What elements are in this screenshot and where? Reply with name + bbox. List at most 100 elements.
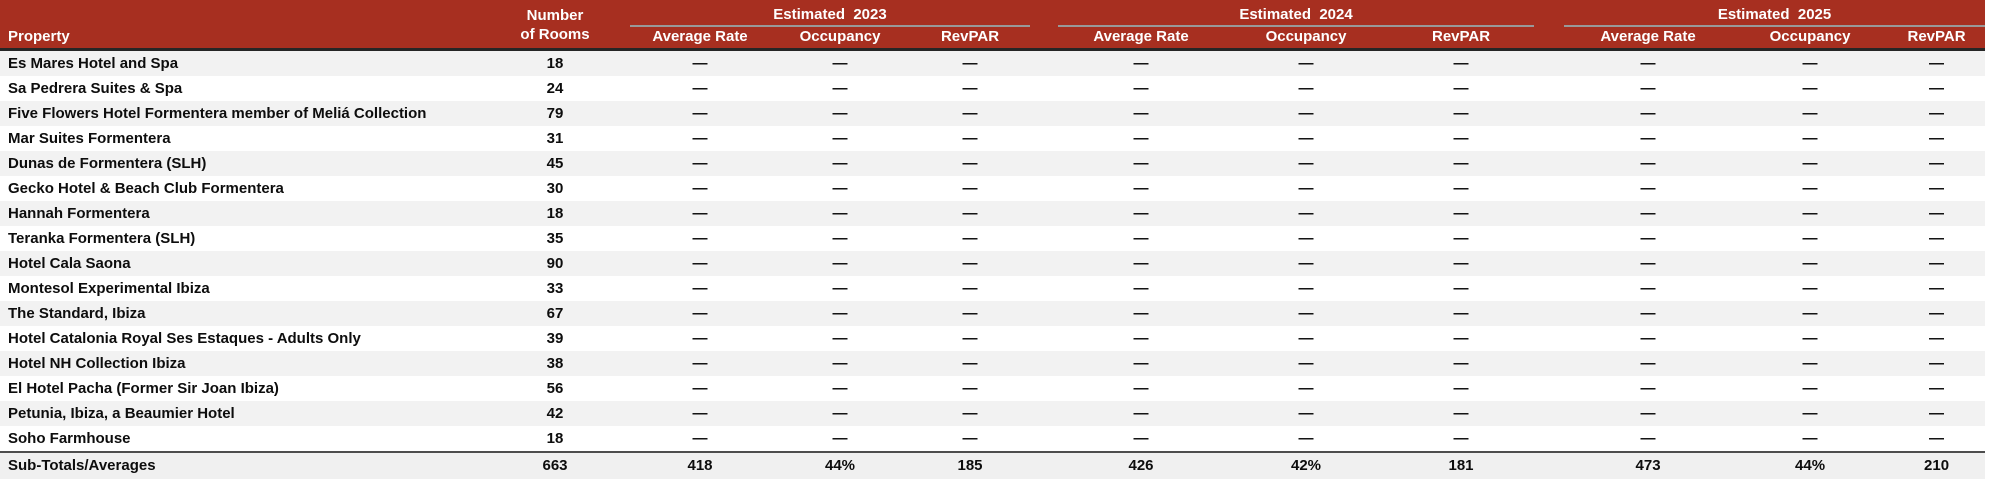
value-cell: — [630, 75, 770, 101]
group-gap-cell [1030, 175, 1059, 201]
value-cell: — [910, 400, 1031, 426]
value-cell: — [1564, 325, 1733, 351]
group-gap-cell [1030, 300, 1059, 326]
value-cell: — [1732, 300, 1889, 326]
value-cell: — [1224, 350, 1389, 376]
value-cell: — [770, 325, 910, 351]
col-header-revpar-2023: RevPAR [910, 26, 1031, 51]
group-gap-cell [1030, 425, 1059, 452]
rooms-cell: 67 [480, 300, 630, 326]
col-header-occupancy-2024: Occupancy [1224, 26, 1389, 51]
group-gap-cell [1030, 75, 1059, 101]
group-gap-cell [1030, 350, 1059, 376]
property-cell: Sa Pedrera Suites & Spa [0, 75, 480, 101]
property-cell: Dunas de Formentera (SLH) [0, 150, 480, 176]
totals-avg-rate-2023: 418 [630, 450, 770, 479]
value-cell: — [1224, 225, 1389, 251]
value-cell: — [1732, 100, 1889, 126]
value-cell: — [910, 150, 1031, 176]
value-cell: — [1058, 375, 1225, 401]
table-row: Montesol Experimental Ibiza 33— — — — — — — — — [0, 275, 1986, 301]
value-cell: — [1564, 49, 1733, 76]
rooms-cell: 18 [480, 425, 630, 452]
value-cell: — [630, 350, 770, 376]
property-column-header: Property [0, 0, 480, 51]
value-cell: — [630, 325, 770, 351]
value-cell: — [910, 225, 1031, 251]
totals-row: Sub-Totals/Averages 663 418 44% 185 426 … [0, 450, 1986, 479]
group-gap-cell [1534, 325, 1565, 351]
property-cell: Petunia, Ibiza, a Beaumier Hotel [0, 400, 480, 426]
value-cell: — [910, 175, 1031, 201]
rooms-cell: 79 [480, 100, 630, 126]
property-cell: Hotel Cala Saona [0, 250, 480, 276]
table-row: Dunas de Formentera (SLH) 45— — — — — — — — — [0, 150, 1986, 176]
table-row: Hotel Cala Saona 90— — — — — — — — — [0, 250, 1986, 276]
value-cell: — [910, 250, 1031, 276]
rooms-cell: 31 [480, 125, 630, 151]
totals-occupancy-2025: 44% [1732, 450, 1889, 479]
year-group-2025: Estimated 2025 [1564, 0, 1986, 27]
value-cell: — [1224, 375, 1389, 401]
value-cell: — [1388, 150, 1535, 176]
group-gap-cell [1534, 300, 1565, 326]
table-row: Sa Pedrera Suites & Spa 24— — — — — — — — — [0, 75, 1986, 101]
value-cell: — [1888, 225, 1986, 251]
property-cell: El Hotel Pacha (Former Sir Joan Ibiza) [0, 375, 480, 401]
value-cell: — [630, 375, 770, 401]
table-row: Soho Farmhouse 18— — — — — — — — — [0, 425, 1986, 452]
value-cell: — [1224, 49, 1389, 76]
property-cell: Soho Farmhouse [0, 425, 480, 452]
value-cell: — [1058, 75, 1225, 101]
value-cell: — [1888, 400, 1986, 426]
group-gap-cell [1030, 49, 1059, 76]
value-cell: — [630, 400, 770, 426]
totals-revpar-2025: 210 [1888, 450, 1986, 479]
value-cell: — [1388, 325, 1535, 351]
value-cell: — [1888, 175, 1986, 201]
property-cell: Gecko Hotel & Beach Club Formentera [0, 175, 480, 201]
group-gap-cell [1534, 225, 1565, 251]
value-cell: — [1058, 300, 1225, 326]
col-header-revpar-2024: RevPAR [1388, 26, 1535, 51]
table-row: Five Flowers Hotel Formentera member of … [0, 100, 1986, 126]
value-cell: — [910, 100, 1031, 126]
value-cell: — [1888, 100, 1986, 126]
value-cell: — [630, 150, 770, 176]
value-cell: — [630, 49, 770, 76]
table-header: Property Number of Rooms Estimated 2023 … [0, 0, 1986, 51]
value-cell: — [1732, 225, 1889, 251]
year-group-row: Property Number of Rooms Estimated 2023 … [0, 0, 1986, 51]
rooms-cell: 90 [480, 250, 630, 276]
value-cell: — [770, 175, 910, 201]
value-cell: — [1388, 175, 1535, 201]
col-header-avg-rate-2025: Average Rate [1564, 26, 1733, 51]
table-row: Hotel NH Collection Ibiza 38— — — — — — — — — [0, 350, 1986, 376]
property-cell: Five Flowers Hotel Formentera member of … [0, 100, 480, 126]
value-cell: — [1388, 350, 1535, 376]
rooms-cell: 38 [480, 350, 630, 376]
value-cell: — [1888, 375, 1986, 401]
totals-rooms: 663 [480, 450, 630, 479]
rooms-cell: 56 [480, 375, 630, 401]
value-cell: — [1564, 225, 1733, 251]
value-cell: — [1732, 150, 1889, 176]
totals-avg-rate-2024: 426 [1058, 450, 1225, 479]
value-cell: — [1564, 250, 1733, 276]
value-cell: — [1732, 325, 1889, 351]
value-cell: — [910, 350, 1031, 376]
value-cell: — [630, 175, 770, 201]
value-cell: — [770, 49, 910, 76]
property-cell: Hotel NH Collection Ibiza [0, 350, 480, 376]
value-cell: — [1224, 275, 1389, 301]
rooms-cell: 18 [480, 200, 630, 226]
value-cell: — [1388, 200, 1535, 226]
value-cell: — [770, 150, 910, 176]
value-cell: — [910, 275, 1031, 301]
property-cell: Hotel Catalonia Royal Ses Estaques - Adu… [0, 325, 480, 351]
col-header-avg-rate-2023: Average Rate [630, 26, 770, 51]
group-gap-cell [1534, 175, 1565, 201]
group-gap-cell [1534, 200, 1565, 226]
property-cell: Hannah Formentera [0, 200, 480, 226]
